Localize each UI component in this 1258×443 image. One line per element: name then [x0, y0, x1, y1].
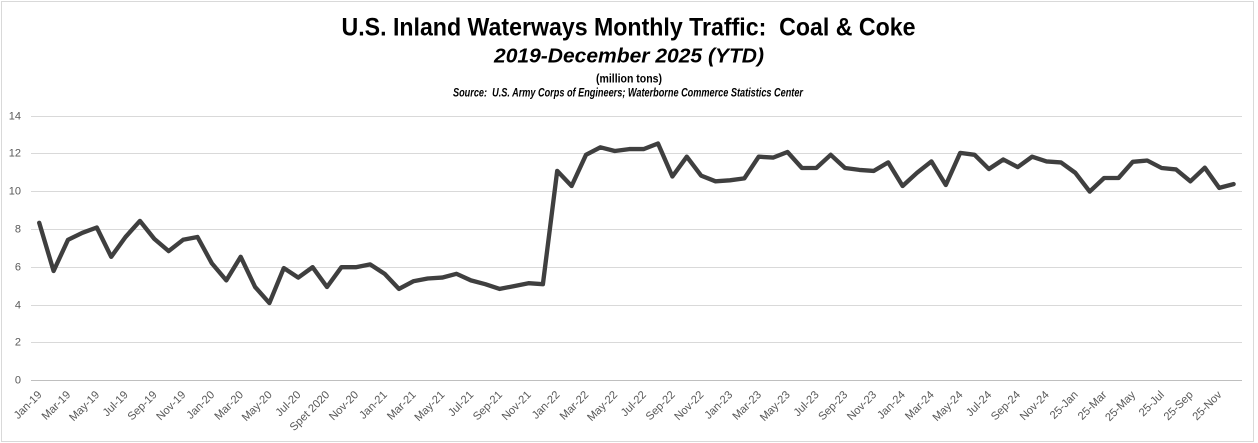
- svg-text:8: 8: [15, 224, 21, 236]
- svg-text:6: 6: [15, 262, 21, 274]
- svg-text:4: 4: [15, 300, 21, 312]
- svg-text:(million tons): (million tons): [596, 72, 662, 86]
- svg-text:Source: U.S. Army Corps of En: Source: U.S. Army Corps of Engineers; Wa…: [453, 85, 804, 99]
- svg-text:2: 2: [15, 337, 21, 349]
- svg-text:0: 0: [15, 375, 21, 387]
- svg-text:14: 14: [9, 111, 21, 123]
- svg-text:10: 10: [9, 186, 21, 198]
- svg-text:12: 12: [9, 148, 21, 160]
- svg-text:U.S. Inland Waterways Monthly: U.S. Inland Waterways Monthly Traffic: C…: [342, 14, 916, 42]
- svg-text:2019-December 2025 (YTD): 2019-December 2025 (YTD): [493, 45, 764, 68]
